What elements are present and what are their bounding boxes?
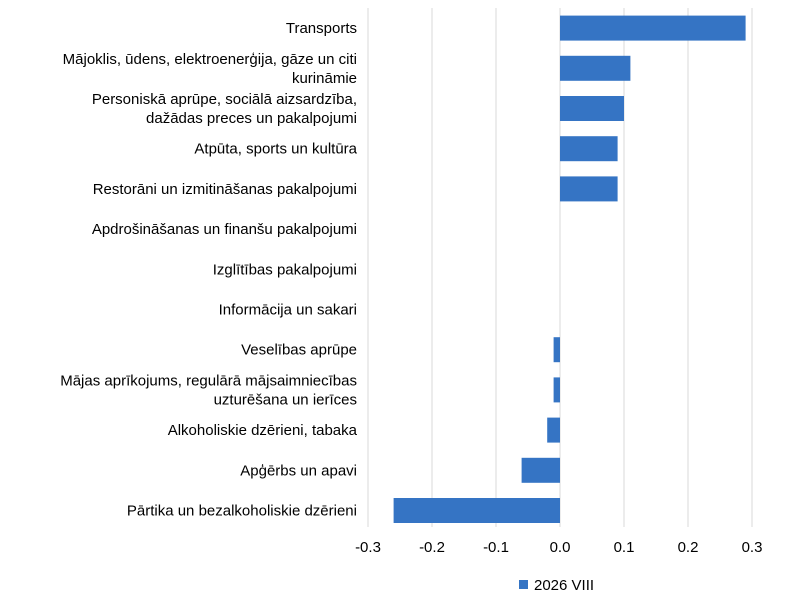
x-axis-tick-labels: -0.3 -0.2 -0.1 0.0 0.1 0.2 0.3 bbox=[355, 539, 762, 556]
category-label: Atpūta, sports un kultūra bbox=[194, 141, 357, 158]
category-label: Apdrošināšanas un finanšu pakalpojumi bbox=[92, 221, 357, 238]
category-label: Pārtika un bezalkoholiskie dzērieni bbox=[127, 503, 357, 520]
category-label: Alkoholiskie dzērieni, tabaka bbox=[168, 422, 358, 439]
category-labels: Transports Mājoklis, ūdens, elektroenerģi… bbox=[60, 20, 357, 519]
bar bbox=[560, 176, 618, 202]
bars bbox=[393, 15, 746, 523]
x-tick-label: -0.1 bbox=[483, 539, 509, 556]
category-label: Informācija un sakari bbox=[219, 302, 357, 319]
category-label: Transports bbox=[286, 20, 357, 37]
x-tick-label: 0.0 bbox=[550, 539, 571, 556]
category-label: Apģērbs un apavi bbox=[240, 462, 357, 479]
legend: 2026 VIII bbox=[519, 577, 594, 594]
category-label: Personiskā aprūpe, sociālā aizsardzība, d… bbox=[92, 91, 357, 127]
bar bbox=[547, 417, 560, 443]
x-tick-label: -0.2 bbox=[419, 539, 445, 556]
bar bbox=[393, 498, 560, 523]
grid-lines bbox=[367, 8, 753, 527]
bar bbox=[560, 96, 624, 121]
bar bbox=[560, 136, 618, 162]
category-label: Mājas aprīkojums, regulārā mājsaimniecīb… bbox=[60, 372, 357, 408]
category-label: Izglītības pakalpojumi bbox=[213, 261, 357, 278]
bar bbox=[560, 15, 746, 41]
x-tick-label: -0.3 bbox=[355, 539, 381, 556]
x-tick-label: 0.2 bbox=[678, 539, 699, 556]
legend-label: 2026 VIII bbox=[534, 577, 594, 594]
bar bbox=[553, 337, 560, 363]
legend-swatch bbox=[519, 580, 528, 589]
bar bbox=[553, 377, 560, 403]
category-label: Restorāni un izmitināšanas pakalpojumi bbox=[93, 181, 357, 198]
category-label: Veselības aprūpe bbox=[241, 342, 357, 359]
category-label: Mājoklis, ūdens, elektroenerģija, gāze u… bbox=[63, 51, 357, 87]
bar bbox=[560, 55, 631, 81]
x-tick-label: 0.1 bbox=[614, 539, 635, 556]
x-tick-label: 0.3 bbox=[742, 539, 763, 556]
bar bbox=[521, 457, 560, 483]
